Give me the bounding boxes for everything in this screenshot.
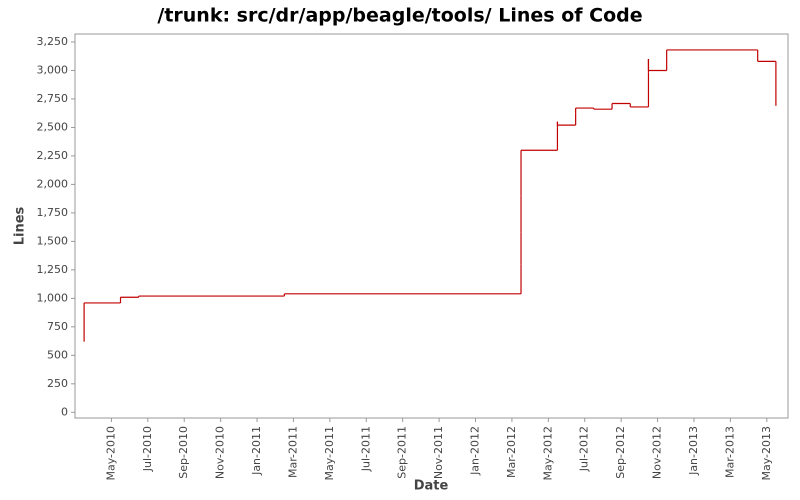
x-tick-label: May-2012 — [541, 426, 554, 481]
y-tick-label: 0 — [61, 405, 68, 418]
x-tick-label: Mar-2011 — [286, 426, 299, 478]
y-tick-label: 2,250 — [37, 149, 69, 162]
x-tick-label: Jul-2010 — [141, 426, 154, 472]
x-tick-label: May-2011 — [323, 426, 336, 481]
chart-title: /trunk: src/dr/app/beagle/tools/ Lines o… — [157, 5, 642, 27]
y-tick-label: 1,750 — [37, 206, 69, 219]
y-tick-label: 750 — [47, 320, 68, 333]
x-tick-label: Sep-2010 — [177, 426, 190, 479]
x-tick-label: Jul-2011 — [359, 426, 372, 472]
x-tick-label: Jan-2011 — [250, 426, 263, 476]
x-tick-label: Jan-2012 — [469, 426, 482, 476]
x-tick-label: Nov-2011 — [432, 426, 445, 479]
y-tick-label: 2,750 — [37, 92, 69, 105]
x-tick-label: Jul-2012 — [578, 426, 591, 472]
x-tick-label: May-2013 — [760, 426, 773, 481]
x-tick-label: Mar-2012 — [505, 426, 518, 478]
x-tick-label: Sep-2011 — [396, 426, 409, 479]
x-tick-label: Jan-2013 — [687, 426, 700, 476]
y-tick-label: 3,250 — [37, 35, 69, 48]
plot-area — [74, 33, 789, 419]
y-tick-label: 3,000 — [37, 63, 69, 76]
y-tick-label: 1,500 — [37, 234, 69, 247]
y-tick-label: 250 — [47, 377, 68, 390]
y-tick-label: 2,500 — [37, 120, 69, 133]
y-tick-label: 1,250 — [37, 263, 69, 276]
y-tick-label: 2,000 — [37, 177, 69, 190]
x-tick-label: Sep-2012 — [614, 426, 627, 479]
y-tick-label: 1,000 — [37, 291, 69, 304]
y-tick-label: 500 — [47, 348, 68, 361]
x-tick-label: Nov-2010 — [214, 426, 227, 479]
x-tick-label: May-2010 — [104, 426, 117, 481]
x-tick-label: Mar-2013 — [723, 426, 736, 478]
x-tick-label: Nov-2012 — [651, 426, 664, 479]
x-axis-title: Date — [414, 479, 449, 494]
y-axis-title: Lines — [13, 206, 28, 245]
